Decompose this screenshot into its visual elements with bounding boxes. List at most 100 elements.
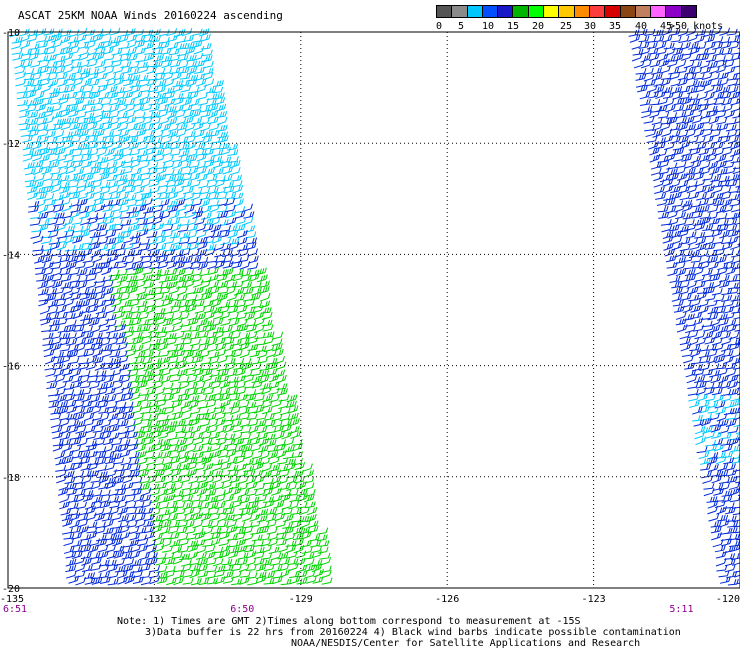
wind-barb-feather xyxy=(181,281,185,288)
wind-barb-shaft xyxy=(106,179,116,182)
wind-barb-feather xyxy=(35,111,39,117)
wind-barb-feather xyxy=(191,34,194,41)
wind-barb-feather xyxy=(200,35,203,42)
wind-barb-shaft xyxy=(181,32,191,37)
wind-barb-feather xyxy=(190,131,194,137)
wind-barb-feather xyxy=(38,161,42,167)
wind-barb-feather xyxy=(28,53,32,59)
wind-barb-feather xyxy=(210,54,213,61)
wind-barb-feather xyxy=(38,136,42,142)
wind-barb-shaft xyxy=(229,171,239,176)
wind-barb-shaft xyxy=(145,151,155,156)
wind-barb-feather xyxy=(242,294,246,300)
wind-barb-feather xyxy=(83,314,87,320)
wind-barb-feather xyxy=(148,35,152,42)
wind-barb-feather xyxy=(59,274,63,280)
wind-barb-shaft xyxy=(102,209,112,212)
wind-barb-feather xyxy=(230,249,233,255)
wind-barb-shaft xyxy=(130,89,140,94)
wind-barb-feather xyxy=(60,55,63,62)
wind-barb-feather xyxy=(183,54,187,60)
wind-barb-feather xyxy=(101,157,104,163)
wind-barb-shaft xyxy=(81,165,91,169)
wind-barb-shaft xyxy=(181,184,191,188)
wind-barb-feather xyxy=(45,124,49,130)
wind-barb-feather xyxy=(80,250,83,256)
wind-barb-shaft xyxy=(176,299,186,302)
wind-barb-feather xyxy=(152,130,156,136)
wind-barb-feather xyxy=(100,266,104,272)
wind-barb-feather xyxy=(51,332,54,338)
wind-barb-shaft xyxy=(78,46,88,49)
wind-barb-shaft xyxy=(79,297,89,301)
wind-barb-feather xyxy=(156,161,159,167)
wind-barb-shaft xyxy=(120,65,130,69)
wind-barb-feather xyxy=(74,338,78,344)
wind-barb-feather xyxy=(207,320,210,327)
wind-barb-shaft xyxy=(191,279,201,283)
wind-barb-feather xyxy=(29,149,32,155)
wind-barb-feather xyxy=(76,36,79,42)
wind-barb-feather xyxy=(89,160,92,166)
wind-barb xyxy=(128,306,140,314)
wind-barb-shaft xyxy=(30,141,40,144)
wind-barb-feather xyxy=(185,286,188,293)
wind-barb-feather xyxy=(38,212,42,218)
wind-barb-shaft xyxy=(63,153,73,157)
wind-barb-feather xyxy=(63,326,67,332)
wind-barb-feather xyxy=(59,39,63,46)
wind-barb-feather xyxy=(272,331,275,337)
wind-barb-shaft xyxy=(62,290,72,295)
wind-barb-feather xyxy=(102,52,105,58)
wind-barb-feather xyxy=(143,279,146,286)
wind-barb-feather xyxy=(157,179,160,185)
wind-barb-feather xyxy=(200,28,203,34)
wind-barb-shaft xyxy=(123,261,133,265)
wind-barb-shaft xyxy=(190,343,200,347)
wind-barb-feather xyxy=(43,288,47,295)
wind-barb-feather xyxy=(225,124,228,130)
wind-barb-feather xyxy=(184,333,187,339)
wind-barb-feather xyxy=(57,213,60,219)
wind-barb-feather xyxy=(143,128,147,134)
wind-barb-feather xyxy=(64,282,67,288)
wind-barb-feather xyxy=(58,97,62,103)
wind-barb-feather xyxy=(159,268,162,275)
wind-barb-shaft xyxy=(163,241,173,245)
wind-barb-feather xyxy=(36,200,40,207)
wind-barb xyxy=(18,118,30,126)
wind-barb-shaft xyxy=(15,76,25,80)
wind-barb-feather xyxy=(172,91,176,97)
wind-barb-shaft xyxy=(159,197,169,200)
wind-barb xyxy=(119,48,131,56)
wind-barb-feather xyxy=(80,225,84,231)
wind-barb-feather xyxy=(190,47,194,53)
wind-barb-feather xyxy=(216,200,220,206)
wind-barb-shaft xyxy=(245,324,255,327)
wind-barb-shaft xyxy=(207,265,216,270)
wind-barb-feather xyxy=(25,124,29,130)
wind-barb-feather xyxy=(38,112,41,119)
wind-barb-feather xyxy=(110,40,113,46)
wind-barb-feather xyxy=(43,212,46,218)
wind-barb-feather xyxy=(112,298,116,304)
wind-barb-feather xyxy=(125,123,129,129)
wind-barb-shaft xyxy=(69,285,79,289)
wind-barb xyxy=(121,306,133,314)
wind-barb-feather xyxy=(238,249,241,255)
wind-barb-shaft xyxy=(169,71,179,75)
wind-barb-feather xyxy=(126,198,129,204)
wind-barb-feather xyxy=(67,338,71,344)
wind-barb-feather xyxy=(89,148,93,154)
wind-barb-feather xyxy=(176,42,179,48)
wind-barb-feather xyxy=(209,42,212,49)
wind-barb-feather xyxy=(262,332,266,338)
wind-barb-shaft xyxy=(22,158,32,162)
wind-barb-feather xyxy=(119,129,123,135)
wind-barb-feather xyxy=(101,192,105,199)
wind-barb-shaft xyxy=(210,147,220,151)
wind-barb xyxy=(57,161,69,169)
wind-barb-feather xyxy=(99,180,102,186)
wind-barb-feather xyxy=(162,148,165,154)
wind-barb xyxy=(168,48,180,56)
